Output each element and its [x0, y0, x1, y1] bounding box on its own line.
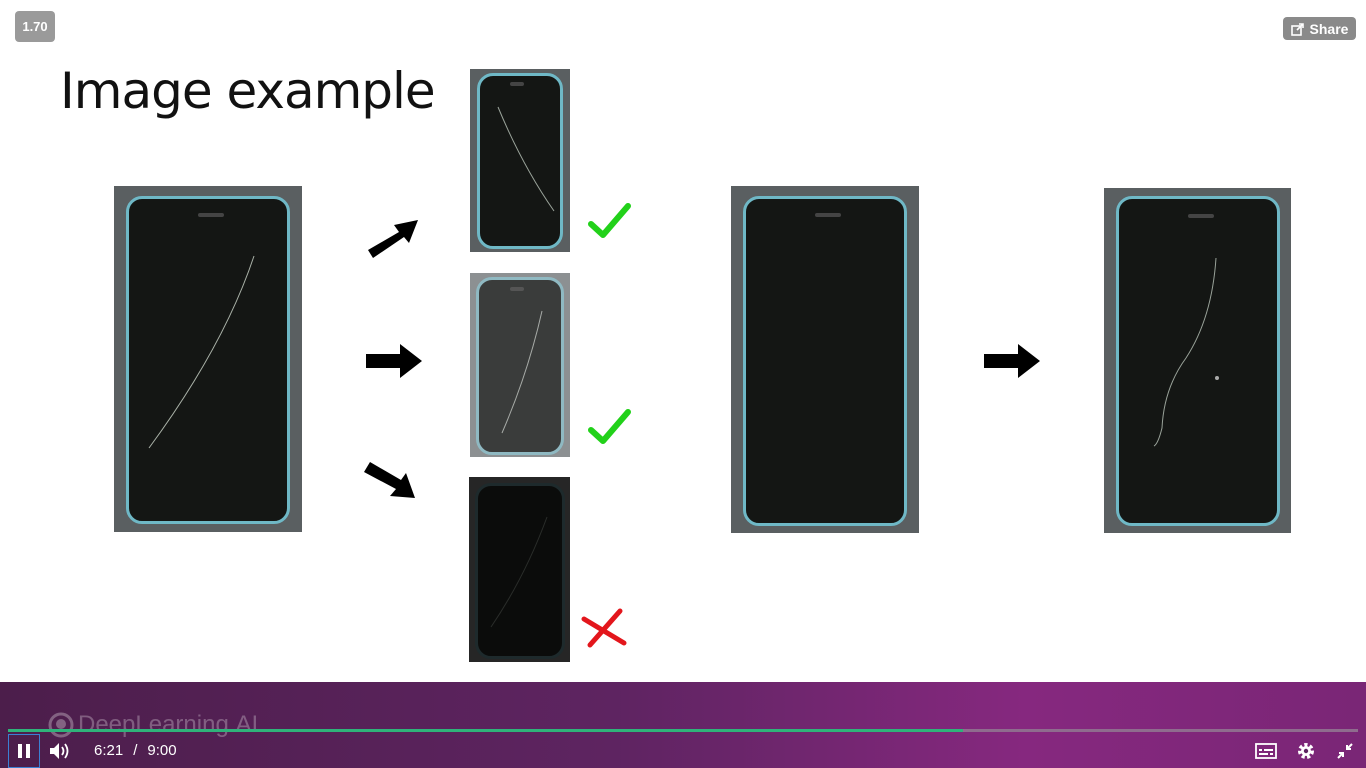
exit-fullscreen-button[interactable] [1334, 740, 1356, 762]
arrow-right-icon [984, 344, 1040, 378]
progress-fill [8, 729, 963, 732]
arrow-up-right-icon [368, 220, 418, 258]
volume-button[interactable] [48, 740, 72, 762]
volume-icon [50, 743, 69, 759]
pause-button[interactable] [8, 734, 40, 768]
progress-bar[interactable] [8, 729, 1358, 732]
check-icon [588, 409, 631, 444]
time-separator: / [133, 742, 138, 759]
settings-button[interactable] [1295, 740, 1317, 762]
share-button[interactable]: Share [1283, 17, 1356, 40]
duration: 9:00 [147, 742, 177, 759]
arrow-down-right-icon [364, 462, 415, 498]
control-bar [0, 682, 1366, 768]
augmented-phone-image-2 [470, 273, 570, 457]
captions-icon [1255, 743, 1277, 759]
time-display: 6:21 / 9:00 [94, 742, 177, 759]
playback-speed-button[interactable]: 1.70 [15, 11, 55, 42]
current-time: 6:21 [94, 742, 124, 759]
share-label: Share [1309, 20, 1349, 37]
augmented-phone-image-3 [469, 477, 570, 662]
synthesized-scratch-phone-image [1104, 188, 1291, 533]
logo-icon [48, 712, 74, 738]
cross-icon [581, 608, 627, 648]
captions-button[interactable] [1254, 741, 1278, 761]
pause-icon [18, 744, 30, 758]
gear-icon [1298, 743, 1314, 759]
arrow-right-icon [366, 344, 422, 378]
check-icon [588, 203, 631, 238]
original-phone-image [114, 186, 302, 532]
augmented-phone-image-1 [470, 69, 570, 252]
brand-name: DeepLearning.AI [78, 711, 259, 738]
lecture-slide: Image example [60, 62, 1291, 662]
brand-watermark: DeepLearning.AI [48, 711, 258, 739]
exit-fullscreen-icon [1337, 743, 1353, 759]
share-icon [1290, 22, 1304, 36]
slide-title: Image example [60, 62, 436, 120]
clean-phone-image [731, 186, 919, 533]
